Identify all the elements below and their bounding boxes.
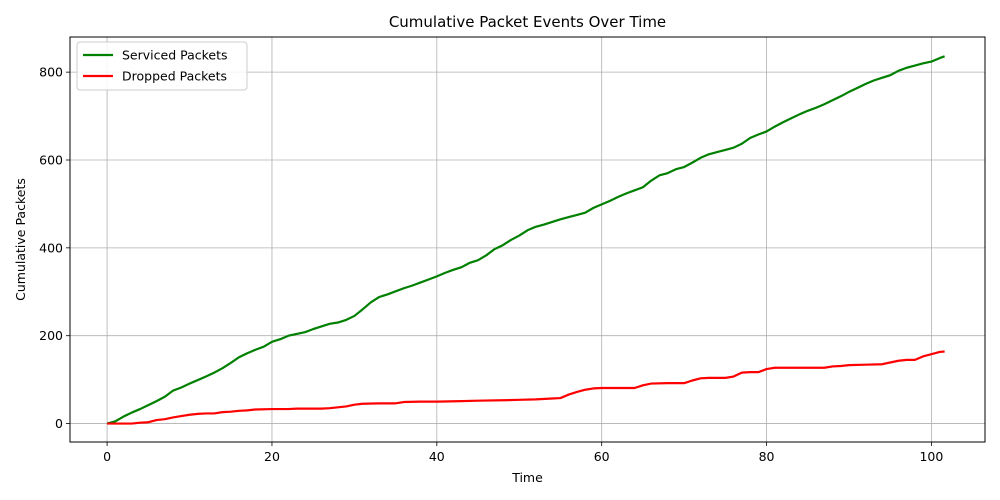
x-tick-label: 60 xyxy=(594,449,610,464)
x-tick-label: 100 xyxy=(919,449,943,464)
y-tick-label: 0 xyxy=(55,416,63,431)
dropped-packets-line xyxy=(107,350,945,425)
y-axis-label: Cumulative Packets xyxy=(13,178,28,301)
legend-label-dropped: Dropped Packets xyxy=(122,69,227,84)
y-tick-label: 600 xyxy=(39,152,63,167)
x-tick-label: 40 xyxy=(429,449,445,464)
serviced-packets-line xyxy=(106,55,945,425)
legend: Serviced Packets Dropped Packets xyxy=(76,41,248,91)
y-tick-label: 200 xyxy=(39,328,63,343)
x-tick-label: 20 xyxy=(264,449,280,464)
y-tick-label: 400 xyxy=(39,240,63,255)
x-tick-label: 0 xyxy=(103,449,111,464)
series-layer xyxy=(106,55,945,425)
grid-lines xyxy=(70,37,985,442)
plot-frame xyxy=(69,36,986,443)
y-tick-label: 800 xyxy=(39,65,63,80)
legend-box xyxy=(76,41,248,91)
x-axis-label: Time xyxy=(511,470,543,485)
legend-label-serviced: Serviced Packets xyxy=(122,48,228,63)
chart-title: Cumulative Packet Events Over Time xyxy=(389,13,666,31)
axis-ticks: 0 20 40 60 80 100 0 200 400 600 800 xyxy=(39,65,943,464)
x-tick-label: 80 xyxy=(759,449,775,464)
